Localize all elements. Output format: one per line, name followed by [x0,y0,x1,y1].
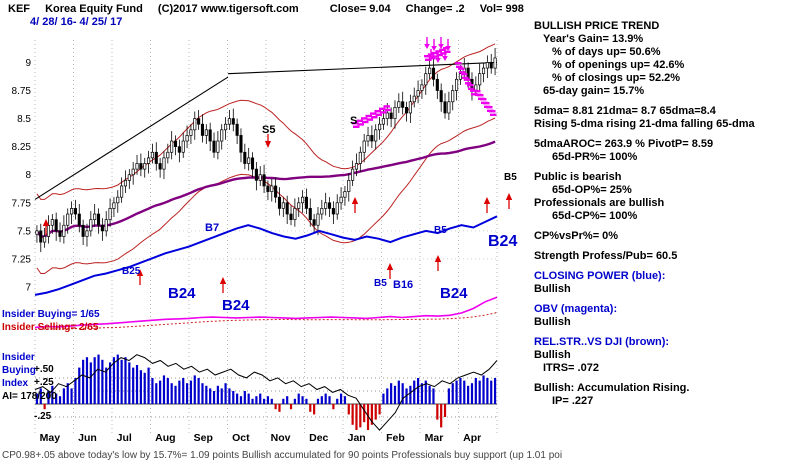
chart-annotation: B5 [504,172,517,183]
right-panel-line: 5dma= 8.81 21dma= 8.7 65dma=8.4 [534,105,716,117]
right-panel-line: % of days up= 50.6% [552,46,661,58]
panel-label: Insider Selling= 2/65 [2,322,99,333]
chart-annotation: B5 [434,225,447,236]
month-label: Mar [425,432,444,444]
candles [35,47,497,253]
chart-annotation: B7 [205,222,219,234]
rel-strength-line [34,354,498,431]
y-axis-label: 8 [25,170,31,181]
panel-label: Insider [2,352,35,363]
chart-annotations: S5 S B7 B25 B24 B24 B5 B16 B5 B24 B24 B5 [122,115,517,314]
y-axis-label: 8.5 [17,114,31,125]
right-panel-line: Bullish: Accumulation Rising. [534,382,690,394]
month-label: Apr [463,432,481,444]
y-axis-label: 7.5 [17,226,31,237]
right-panel-line: Rising 5-dma rising 21-dma falling 65-dm… [534,118,755,130]
obv-line [34,296,498,330]
panel-label: +.50 [34,364,54,375]
right-panel-line: IP= .227 [552,395,594,407]
right-panel-line: % of closings up= 52.2% [552,72,681,84]
month-label: Sep [194,432,213,444]
chart-annotation: B16 [393,279,413,291]
month-label: Jan [348,432,366,444]
month-label: Jul [117,432,132,444]
month-label: May [40,432,61,444]
panel-label: +.25 [34,377,54,388]
price-chart: S5 S B7 B25 B24 B24 B5 B16 B5 B24 B24 B5 9 8.75 8.5 8.2… [2,37,517,444]
month-label: Jun [78,432,97,444]
right-panel-line: REL.STR..VS DJI (brown): [534,336,670,348]
chart-annotation: B5 [374,278,387,289]
y-axis-label: 9 [25,58,31,69]
month-label: Aug [155,432,175,444]
fund-name: Korea Equity Fund [45,3,143,15]
panel-label: AI= 178/200 [2,391,57,402]
month-label: Nov [271,432,291,444]
chart-annotation: B24 [488,233,517,250]
right-panel-line: Bullish [534,349,571,361]
gridlines [34,40,498,435]
signal-arrows [42,37,513,293]
y-axis-labels: 9 8.75 8.5 8.25 8 7.75 7.5 7.25 7 [12,58,32,294]
month-label: Feb [386,432,405,444]
chart-annotation: B24 [440,285,468,302]
bottom-commentary: CP0.98+.05 above today's low by 15.7%= 1… [2,450,563,461]
panel-label: Buying [2,365,36,376]
y-axis-label: 7.25 [12,254,32,265]
change-value: Change= .2 [405,3,465,15]
y-axis-label: 8.75 [12,86,32,97]
closing-power-line [34,215,498,296]
panel-label: Index [2,378,29,389]
right-panel-line: Bullish [534,283,571,295]
right-panel-line: BULLISH PRICE TREND [534,20,660,32]
panel-label: -.25 [34,411,52,422]
right-panel-line: OBV (magenta): [534,303,618,315]
chart-annotation: B25 [122,266,141,277]
month-label: Oct [232,432,250,444]
right-panel-line: CP%vsPr%= 0% [534,230,619,242]
chart-annotation: S5 [262,124,275,136]
chart-annotation: B24 [222,297,250,314]
ma65-line [35,140,496,238]
date-range: 4/ 28/ 16- 4/ 25/ 17 [30,16,123,28]
chart-header: KEF Korea Equity Fund (C)2017 www.tigers… [8,3,536,15]
y-axis-label: 7 [25,283,31,294]
trendlines [34,61,498,200]
right-panel-line: 65d-CP%= 100% [552,210,638,222]
panel-label: Insider Buying= 1/65 [2,309,100,320]
right-panel-line: Public is bearish [534,171,622,183]
right-panel-line: % of openings up= 42.6% [552,59,685,71]
copyright-text: (C)2017 www.tigersoft.com [157,3,299,15]
right-panel-line: Professionals are bullish [534,197,665,209]
right-panel-line: CLOSING POWER (blue): [534,270,666,282]
month-label: Dec [309,432,328,444]
right-panel-line: 5dmaAROC= 263.9 % PivotP= 8.59 [534,138,714,150]
right-panel-line: Year's Gain= 13.9% [543,33,644,45]
ticker-symbol: KEF [8,3,30,15]
close-value: Close= 9.04 [329,3,391,15]
y-axis-label: 8.25 [12,142,32,153]
panel-labels: Insider Buying= 1/65 Insider Selling= 2/6… [2,309,100,422]
right-panel-line: Bullish [534,316,571,328]
right-panel-line: 65d-PR%= 100% [552,151,638,163]
right-panel-line: Strength Profess/Pub= 60.5 [534,250,678,262]
statistics-panel: BULLISH PRICE TREND Year's Gain= 13.9%% o… [534,20,800,408]
right-panel-line: 65-day gain= 15.7% [543,85,645,97]
accum-index-bars [35,354,497,430]
y-axis-label: 7.75 [12,198,32,209]
right-panel-line: 65d-OP%= 25% [552,184,632,196]
chart-annotation: S [350,115,357,127]
volume-value: Vol= 998 [479,3,524,15]
chart-annotation: B24 [168,285,196,302]
right-panel-line: ITRS= .072 [543,362,599,374]
x-axis-labels: May Jun Jul Aug Sep Oct Nov Dec Jan Feb Mar Apr [40,432,482,444]
